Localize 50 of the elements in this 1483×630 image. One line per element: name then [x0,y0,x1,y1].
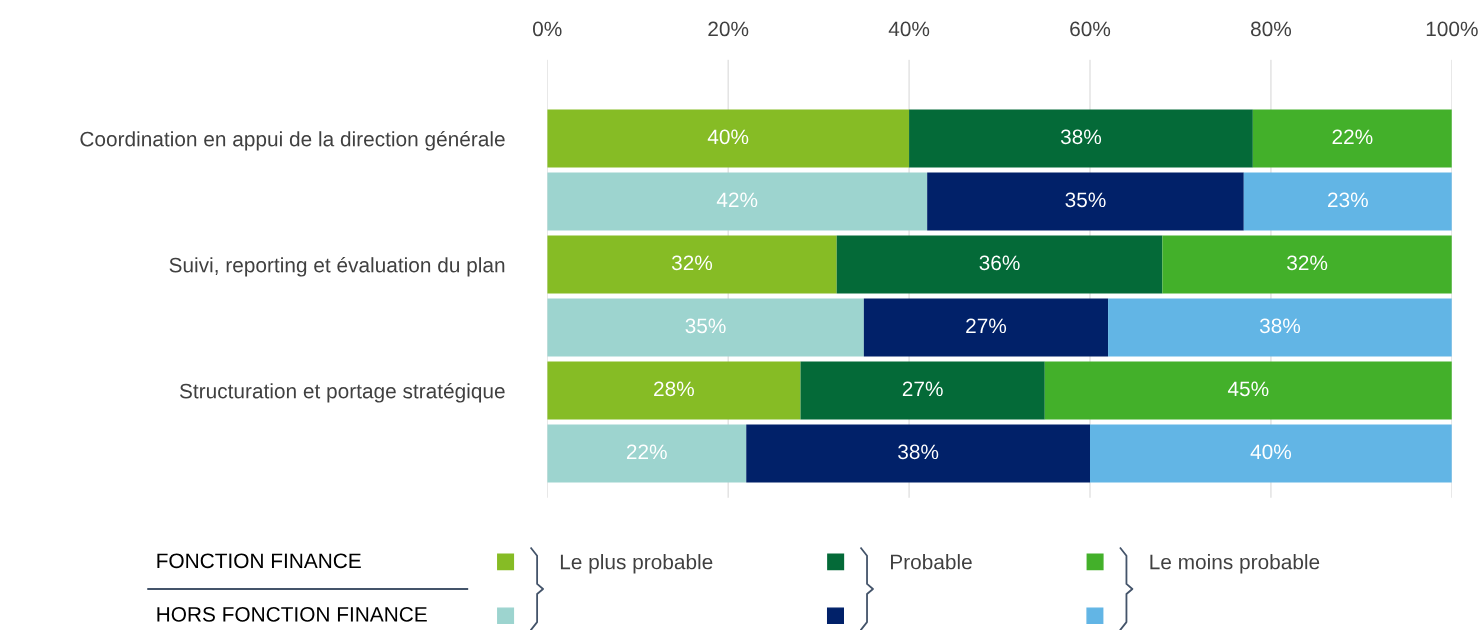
bar [746,424,1090,483]
data-label: 45% [1227,381,1269,397]
bar [547,109,910,168]
y-tick-label: Structuration et portage stratégique [179,382,505,403]
data-label: 40% [1250,444,1292,460]
bar [1108,298,1452,357]
legend-label: Le plus probable [560,554,713,574]
data-label: 23% [1328,192,1368,208]
bar [927,172,1244,231]
data-label: 35% [685,318,726,334]
data-label: 36% [979,255,1020,271]
data-label: 38% [898,444,939,460]
legend-label: Le moins probable [1150,554,1320,574]
bar [1044,361,1452,420]
bar [1162,235,1452,294]
bar [1252,109,1452,168]
data-label: 28% [654,381,694,397]
bar [547,424,747,483]
bar [1243,172,1452,231]
y-tick-label: Suivi, reporting et évaluation du plan [169,256,505,277]
data-label: 32% [1287,255,1328,271]
bar [863,298,1109,357]
data-label: 40% [707,129,749,145]
x-tick-label: 0% [532,21,562,37]
data-label: 38% [1060,129,1102,145]
bar [1090,424,1452,483]
x-tick-label: 80% [1250,21,1292,37]
x-tick-label: 20% [708,21,749,37]
data-label: 42% [716,192,758,208]
x-tick-label: 40% [888,21,930,37]
data-label: 38% [1259,318,1301,334]
x-tick-label: 60% [1070,21,1111,37]
bar [800,361,1045,420]
data-label: 22% [1332,129,1373,145]
bar [909,109,1253,168]
data-label: 27% [902,381,943,397]
bar [547,172,928,231]
text: HORS FONCTION FINANCE [157,606,427,622]
bar [547,235,837,294]
bar [836,235,1163,294]
data-label: 32% [671,255,713,271]
bar [547,298,864,357]
data-label: 22% [626,444,667,460]
data-label: 35% [1065,192,1106,208]
text: FONCTION FINANCE [157,553,361,569]
data-label: 27% [966,318,1007,334]
y-tick-label: Coordination en appui de la direction générale [80,130,505,151]
bar [547,361,801,420]
legend-label: Probable [891,554,972,570]
x-tick-label: 100% [1426,21,1478,37]
